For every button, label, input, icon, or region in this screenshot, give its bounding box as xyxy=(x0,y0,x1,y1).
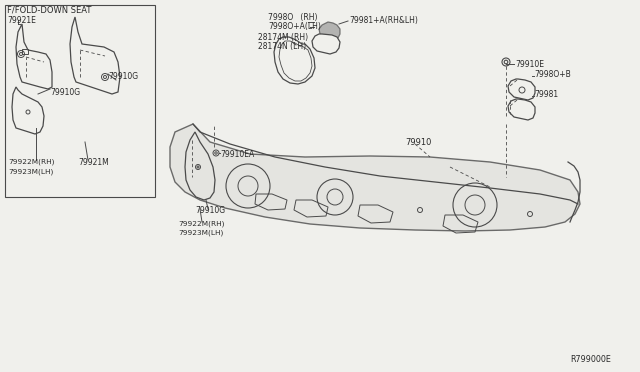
Text: 79922M(RH): 79922M(RH) xyxy=(178,221,225,227)
Text: F/FOLD-DOWN SEAT: F/FOLD-DOWN SEAT xyxy=(7,6,92,15)
Text: 7998O+A(LH): 7998O+A(LH) xyxy=(268,22,321,31)
Text: 79921M: 79921M xyxy=(78,157,109,167)
Text: 79923M(LH): 79923M(LH) xyxy=(178,230,223,236)
Text: 7998O+B: 7998O+B xyxy=(534,70,571,78)
Polygon shape xyxy=(312,34,340,54)
Text: 7998O   (RH): 7998O (RH) xyxy=(268,13,317,22)
Polygon shape xyxy=(170,124,580,231)
Polygon shape xyxy=(508,99,535,120)
Polygon shape xyxy=(70,17,120,94)
Polygon shape xyxy=(274,37,315,84)
Text: 79921E: 79921E xyxy=(7,16,36,25)
Text: 79981+A(RH&LH): 79981+A(RH&LH) xyxy=(349,16,418,25)
Polygon shape xyxy=(319,22,340,40)
Text: 79910G: 79910G xyxy=(50,87,80,96)
Text: R799000E: R799000E xyxy=(570,356,611,365)
Bar xyxy=(22,49,28,54)
Text: 79910EA: 79910EA xyxy=(220,150,254,158)
Text: 79922M(RH): 79922M(RH) xyxy=(8,159,54,165)
Bar xyxy=(5,5,155,197)
Text: 79981: 79981 xyxy=(534,90,558,99)
Polygon shape xyxy=(508,79,535,100)
Text: 79910G: 79910G xyxy=(195,205,225,215)
Text: 79910E: 79910E xyxy=(515,60,544,68)
Text: 28174N (LH): 28174N (LH) xyxy=(258,42,306,51)
Text: 79910G: 79910G xyxy=(108,71,138,80)
Text: 79910: 79910 xyxy=(405,138,431,147)
Text: 28174M (RH): 28174M (RH) xyxy=(258,32,308,42)
Text: 79923M(LH): 79923M(LH) xyxy=(8,169,53,175)
